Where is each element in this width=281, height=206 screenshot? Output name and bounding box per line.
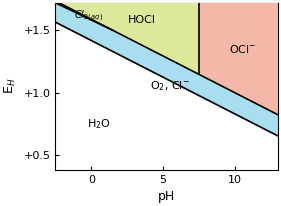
- Text: OCl$^{-}$: OCl$^{-}$: [228, 43, 256, 55]
- Text: HOCl: HOCl: [128, 15, 156, 25]
- Text: Cl$_{2(aq)}$: Cl$_{2(aq)}$: [74, 9, 103, 24]
- Polygon shape: [55, 1, 278, 136]
- X-axis label: pH: pH: [158, 190, 175, 203]
- Text: H$_2$O: H$_2$O: [87, 117, 110, 131]
- Polygon shape: [199, 3, 278, 115]
- Y-axis label: E$_{H}$: E$_{H}$: [3, 78, 18, 95]
- Polygon shape: [55, 1, 199, 74]
- Polygon shape: [55, 1, 113, 30]
- Text: O$_2$, Cl$^{-}$: O$_2$, Cl$^{-}$: [150, 79, 190, 93]
